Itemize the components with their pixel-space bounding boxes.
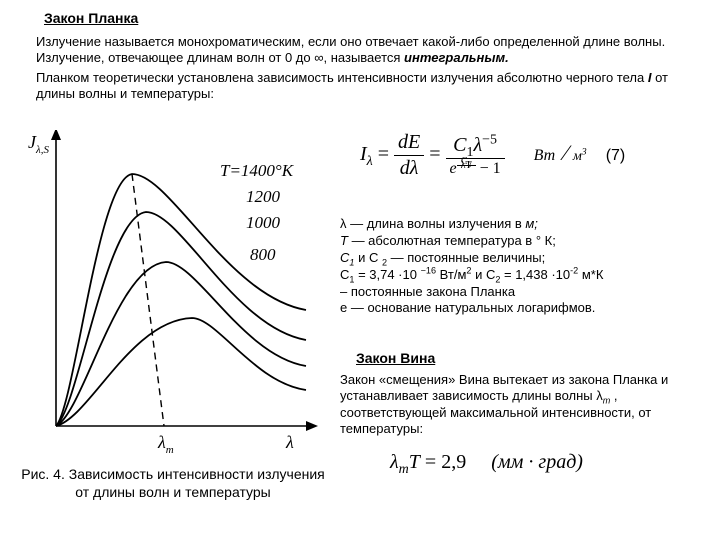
f1-I-sub: λ [367, 154, 373, 169]
svg-text:1200: 1200 [246, 187, 281, 206]
def-planck-consts: – постоянные закона Планка [340, 284, 700, 301]
f1-unit: Вт [530, 146, 560, 166]
chart-caption: Рис. 4. Зависимость интенсивности излуче… [18, 466, 328, 501]
page-root: Закон Планка Излучение называется монохр… [0, 0, 720, 540]
def-constants-values: С1 = 3,74 ·10 −16 Вт/м2 и С2 = 1,438 ·10… [340, 267, 700, 284]
f1-unitden: м3 [573, 149, 587, 164]
paragraph-planck-law: Планком теоретически установлена зависим… [36, 70, 686, 103]
title-wien: Закон Вина [356, 350, 435, 368]
f1-dlam: dλ [394, 156, 424, 181]
f1-slash: ⁄ [564, 140, 568, 165]
def-constants: С1 и С 2 — постоянные величины; [340, 250, 700, 267]
paragraph-monochromatic: Излучение называется монохроматическим, … [36, 34, 686, 67]
f1-equals2: = [429, 143, 445, 165]
svg-text:λ: λ [285, 432, 294, 452]
svg-text:Jλ,S: Jλ,S [28, 132, 50, 156]
definitions-block: λ — длина волны излучения в м; Т — абсол… [340, 216, 700, 317]
formula-planck: Iλ = dE dλ = C1λ−5 eC2λT − 1 Вт ⁄ м3 (7) [360, 130, 700, 190]
formula-wien: λmT = 2,9 (мм · град) [390, 450, 583, 475]
f1-frac1: dE dλ [394, 130, 424, 181]
f1-dE: dE [394, 130, 424, 156]
f1-space [510, 143, 525, 165]
svg-text:T=1400°K: T=1400°K [220, 161, 295, 180]
svg-text:λm: λm [157, 432, 174, 456]
def-temperature: Т — абсолютная температура в ° К; [340, 233, 700, 250]
eq-number-7: (7) [606, 147, 626, 164]
f1-num2: C1λ−5 [446, 133, 505, 159]
f1-frac2: C1λ−5 eC2λT − 1 [446, 133, 505, 179]
title-planck: Закон Планка [44, 10, 138, 28]
chart-svg: Jλ,S λ λm T=1400°K 1200 1000 800 [18, 130, 318, 460]
def-lambda: λ — длина волны излучения в м; [340, 216, 700, 233]
svg-text:1000: 1000 [246, 213, 281, 232]
f1-den2: eC2λT − 1 [446, 159, 505, 179]
para1-a: Излучение называется монохроматическим, … [36, 34, 665, 65]
svg-text:800: 800 [250, 245, 276, 264]
para1-integral: интегральным. [404, 50, 509, 65]
paragraph-wien: Закон «смещения» Вина вытекает из закона… [340, 372, 704, 437]
f1-I: I [360, 143, 367, 165]
para2-a: Планком теоретически установлена зависим… [36, 70, 648, 85]
def-e: е — основание натуральных логарифмов. [340, 300, 700, 317]
f1-equals: = [378, 143, 394, 165]
planck-chart: Jλ,S λ λm T=1400°K 1200 1000 800 [18, 130, 318, 460]
